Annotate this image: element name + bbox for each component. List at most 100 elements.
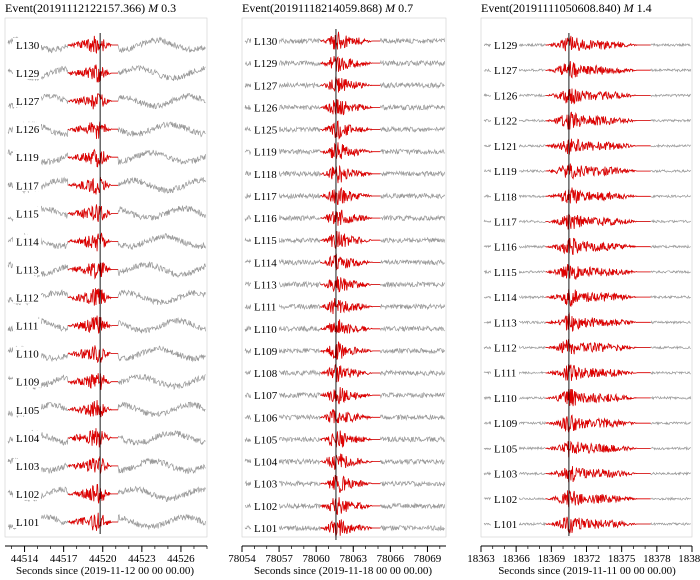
- station-label: L117: [16, 180, 39, 192]
- station-label-bg: [491, 138, 519, 152]
- signal-trace: [545, 490, 651, 508]
- station-label-bg: [491, 390, 519, 404]
- station-label: L127: [16, 96, 40, 108]
- signal-trace: [320, 363, 381, 383]
- x-tick-label: 78054: [228, 553, 256, 565]
- station-label: L102: [254, 501, 277, 513]
- station-label-bg: [13, 402, 41, 416]
- signal-trace: [545, 414, 651, 433]
- station-label-bg: [251, 122, 279, 136]
- x-tick-label: 18363: [467, 553, 495, 565]
- panel-1-frame: [4, 17, 208, 538]
- x-tick-label: 18366: [502, 553, 530, 565]
- station-label: L105: [16, 405, 40, 417]
- station-label: L125: [254, 125, 278, 137]
- signal-trace: [545, 289, 651, 307]
- station-label: L112: [16, 293, 39, 305]
- station-label: L115: [254, 235, 277, 247]
- station-label: L126: [16, 124, 40, 136]
- signal-trace: [320, 387, 381, 405]
- panel-2-x-label: Seconds since (2019-11-18 00 00 00.00): [254, 565, 432, 577]
- panel-2-frame: [241, 17, 447, 538]
- signal-trace: [320, 56, 381, 72]
- signal-trace: [545, 466, 651, 483]
- station-label: L109: [254, 346, 278, 358]
- station-label: L101: [494, 519, 517, 531]
- station-label: L110: [16, 349, 39, 361]
- panel-2-title: Event(20191118214059.868) M 0.7: [242, 1, 413, 15]
- panel-3-frame: [480, 17, 693, 538]
- station-label: L111: [254, 302, 276, 314]
- station-label-bg: [251, 144, 279, 158]
- signal-trace: [320, 120, 381, 140]
- x-tick-label: 78069: [414, 553, 442, 565]
- signal-trace: [67, 262, 118, 280]
- station-label-bg: [13, 122, 41, 136]
- signal-trace: [545, 516, 651, 534]
- signal-trace: [320, 231, 381, 250]
- panel-border: [4, 17, 208, 538]
- station-label-bg: [251, 34, 279, 47]
- signal-trace: [67, 64, 118, 83]
- station-label: L110: [254, 324, 277, 336]
- signal-trace: [67, 121, 118, 139]
- station-label-bg: [251, 321, 279, 335]
- station-label-bg: [491, 290, 519, 304]
- station-label-bg: [13, 66, 41, 80]
- station-label-bg: [251, 255, 279, 269]
- station-label-bg: [251, 166, 279, 180]
- station-label-bg: [491, 340, 519, 354]
- station-label: L112: [494, 343, 517, 355]
- station-label: L114: [16, 236, 39, 248]
- station-label-bg: [491, 315, 519, 329]
- signal-trace: [545, 311, 651, 332]
- station-label: L115: [16, 208, 39, 220]
- signal-trace: [320, 475, 381, 493]
- signal-trace: [320, 408, 381, 424]
- signal-trace: [545, 111, 651, 130]
- station-label-bg: [13, 150, 41, 164]
- panel-border: [480, 17, 693, 538]
- panel-1-title: Event(20191112122157.366) M 0.3: [5, 1, 176, 15]
- x-tick-label: 18372: [573, 553, 601, 565]
- signal-trace: [320, 99, 381, 116]
- station-label: L129: [494, 40, 518, 52]
- station-label-bg: [13, 206, 41, 220]
- x-tick-label: 44520: [89, 553, 117, 565]
- signal-trace: [545, 187, 651, 204]
- station-label-bg: [251, 366, 279, 380]
- station-label: L108: [254, 368, 278, 380]
- signal-trace: [545, 264, 651, 280]
- station-label: L103: [494, 469, 518, 481]
- x-tick-label: 44523: [128, 553, 156, 565]
- panel-3-title: Event(20191111050608.840) M 1.4: [481, 1, 652, 15]
- station-label-bg: [13, 178, 41, 192]
- station-label-bg: [13, 290, 41, 304]
- panel-3: Event(20191111050608.840) M 1.4 L129L127L1…: [467, 1, 700, 577]
- signal-trace: [67, 232, 118, 252]
- station-label-bg: [251, 100, 279, 114]
- panel-1-x-label: Seconds since (2019-11-12 00 00 00.00): [16, 565, 194, 577]
- station-label: L117: [254, 191, 277, 203]
- station-label: L106: [254, 412, 278, 424]
- panel-2: Event(20191118214059.868) M 0.7 L130L129L1…: [228, 1, 447, 577]
- signal-trace: [67, 315, 118, 334]
- station-label: L116: [494, 242, 517, 254]
- station-label: L113: [254, 280, 277, 292]
- station-label-bg: [251, 388, 279, 402]
- signal-trace: [320, 453, 381, 470]
- panel-1-traces: [7, 33, 206, 534]
- signal-trace: [320, 209, 381, 226]
- panel-3-traces: [483, 33, 692, 536]
- station-label: L113: [494, 317, 517, 329]
- x-tick-label: 44514: [11, 553, 39, 565]
- station-label: L119: [254, 147, 277, 159]
- station-label-bg: [13, 430, 41, 444]
- station-label-bg: [13, 94, 41, 108]
- station-label: L130: [16, 40, 40, 52]
- station-label-bg: [251, 454, 279, 468]
- signal-trace: [67, 177, 118, 195]
- x-tick-label: 44526: [167, 553, 195, 565]
- panel-1-station-labels: L130 L129 L127 L126 L119 L117 L115 L114 L113 L112…: [13, 38, 41, 529]
- station-label-bg: [251, 498, 279, 512]
